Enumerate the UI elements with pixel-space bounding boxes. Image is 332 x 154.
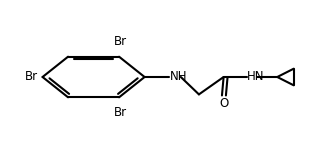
Text: Br: Br (114, 35, 127, 48)
Text: O: O (219, 97, 228, 110)
Text: Br: Br (114, 106, 127, 119)
Text: Br: Br (25, 70, 38, 83)
Text: HN: HN (247, 70, 265, 83)
Text: NH: NH (170, 70, 187, 83)
